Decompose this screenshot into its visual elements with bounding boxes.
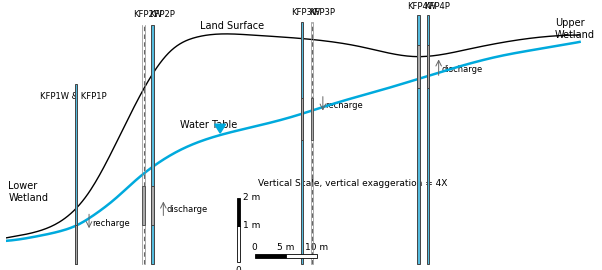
Bar [426, 45, 429, 88]
Text: KFP1W & KFP1P: KFP1W & KFP1P [40, 92, 107, 101]
Bar [151, 25, 154, 264]
Text: discharge: discharge [166, 205, 207, 214]
Text: 1 m: 1 m [243, 221, 260, 230]
Bar [417, 45, 420, 88]
Text: KFP3W: KFP3W [291, 8, 320, 17]
Bar [75, 225, 77, 264]
Text: 2 m: 2 m [243, 193, 260, 202]
Text: discharge: discharge [441, 65, 483, 74]
Text: Upper
Wetland: Upper Wetland [555, 18, 595, 40]
Text: Land Surface: Land Surface [200, 21, 264, 31]
Text: 10 m: 10 m [305, 243, 329, 252]
Bar [75, 84, 77, 264]
Bar [151, 186, 154, 225]
Text: KFP2W: KFP2W [133, 10, 162, 19]
Bar [301, 98, 303, 140]
Bar [301, 22, 303, 264]
Text: KFP4W: KFP4W [408, 2, 436, 11]
Text: Vertical Scale, vertical exaggeration = 4X: Vertical Scale, vertical exaggeration = … [258, 180, 448, 188]
Bar [237, 226, 240, 262]
Text: recharge: recharge [92, 219, 129, 228]
Bar [286, 254, 317, 258]
Bar [237, 198, 240, 226]
Text: Water Table: Water Table [180, 120, 237, 130]
Bar [311, 98, 313, 140]
Bar [143, 186, 145, 225]
Bar [426, 15, 429, 264]
Text: 5 m: 5 m [277, 243, 294, 252]
Bar [417, 15, 420, 264]
Text: recharge: recharge [326, 101, 364, 110]
Text: 0: 0 [252, 243, 258, 252]
Text: 0: 0 [235, 266, 241, 270]
Text: KFP4P: KFP4P [424, 2, 450, 11]
Polygon shape [215, 124, 226, 133]
Bar [255, 254, 286, 258]
Text: KFP3P: KFP3P [309, 8, 335, 17]
Text: Lower
Wetland: Lower Wetland [8, 181, 48, 203]
Text: KFP2P: KFP2P [149, 10, 175, 19]
